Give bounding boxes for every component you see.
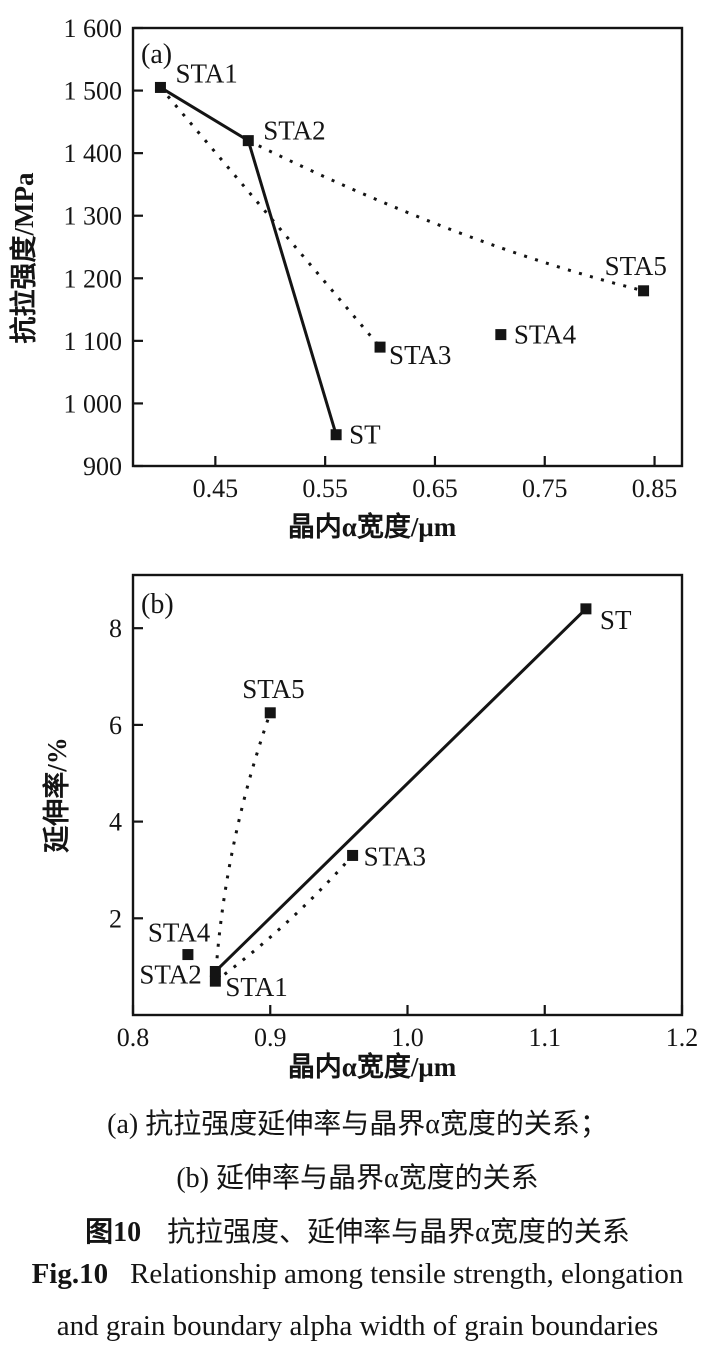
x-axis-title-b: 晶内α宽度/μm	[288, 1051, 457, 1082]
plot-box-b	[131, 573, 684, 1017]
caption-figure-en-line2: and grain boundary alpha width of grain …	[56, 1310, 659, 1342]
point-label-STA1-b: STA1	[225, 972, 287, 1002]
plot-box-a	[131, 26, 684, 468]
y-tick-label-a: 900	[83, 452, 122, 481]
point-label-STA4-a: STA4	[514, 320, 577, 350]
point-label-STA2-b: STA2	[139, 959, 201, 989]
x-tick-label-b: 1.1	[529, 1023, 562, 1052]
point-label-STA3-a: STA3	[389, 340, 451, 370]
point-label-STA3-b: STA3	[364, 841, 426, 871]
x-tick-label-a: 0.65	[412, 474, 458, 503]
caption-figure-cn: 图10 抗拉强度、延伸率与晶界α宽度的关系	[0, 1210, 715, 1250]
x-tick-label-b: 0.9	[254, 1023, 287, 1052]
x-tick-label-a: 0.85	[632, 474, 678, 503]
y-tick-label-a: 1 100	[64, 327, 123, 356]
series-dotted-a	[247, 139, 644, 293]
figure-number-cn: 图10	[85, 1217, 142, 1248]
y-tick-label-b: 8	[109, 614, 122, 643]
panel-label-a: (a)	[141, 39, 172, 70]
data-point-STA4-a	[495, 329, 507, 341]
data-point-STA5-a	[638, 285, 650, 297]
data-point-STA3-b	[347, 849, 359, 861]
x-tick-label-b: 1.0	[391, 1023, 424, 1052]
series-solid-b	[214, 607, 587, 973]
data-point-STA2-b	[209, 965, 221, 977]
x-tick-label-b: 0.8	[117, 1023, 150, 1052]
data-point-STA1-a	[154, 81, 166, 93]
y-tick-label-a: 1 600	[64, 14, 123, 43]
data-point-STA3-a	[374, 341, 386, 353]
y-tick-label-a: 1 400	[64, 139, 123, 168]
charts-canvas: 0.45 0.55 0.65 0.75 0.85 1 600 1 500 1 400 1 300…	[8, 14, 699, 1082]
data-point-ST-a	[330, 429, 342, 441]
data-point-STA2-a	[242, 135, 254, 147]
caption-figure-en-line1: Fig.10 Relationship among tensile strengt…	[0, 1258, 715, 1291]
caption-panel-b: (b) 延伸率与晶界α宽度的关系	[176, 1163, 539, 1194]
data-point-STA5-b	[264, 707, 276, 719]
x-tick-label-b: 1.2	[666, 1023, 699, 1052]
y-tick-label-a: 1 200	[64, 264, 123, 293]
x-tick-label-a: 0.75	[522, 474, 568, 503]
point-label-STA4-b: STA4	[148, 918, 211, 948]
point-label-STA5-b: STA5	[242, 674, 304, 704]
caption-panel-a: (a) 抗拉强度延伸率与晶界α宽度的关系；	[107, 1109, 608, 1140]
point-label-STA5-a: STA5	[605, 251, 667, 281]
x-axis-title-a: 晶内α宽度/μm	[288, 511, 457, 542]
y-tick-label-a: 1 000	[64, 389, 123, 418]
y-tick-label-b: 6	[109, 711, 122, 740]
data-point-ST-b	[580, 603, 592, 615]
figure-number-en: Fig.10	[31, 1258, 109, 1290]
point-label-ST-b: ST	[600, 605, 632, 635]
y-tick-label-a: 1 300	[64, 202, 123, 231]
y-tick-label-a: 1 500	[64, 77, 123, 106]
x-tick-label-a: 0.55	[302, 474, 348, 503]
data-point-STA1-b	[209, 975, 221, 987]
y-tick-label-b: 4	[109, 808, 122, 837]
point-label-STA1-a: STA1	[175, 58, 237, 88]
figure-title-en: Relationship among tensile strength, elo…	[130, 1258, 684, 1290]
series-dotted-b	[213, 712, 272, 982]
data-point-STA4-b	[182, 949, 194, 961]
y-axis-title-a: 抗拉强度/MPa	[8, 172, 39, 343]
series-dotted-b	[214, 854, 354, 983]
x-tick-label-a: 0.45	[193, 474, 239, 503]
panel-label-b: (b)	[141, 589, 174, 620]
figure-title-cn: 抗拉强度、延伸率与晶界α宽度的关系	[167, 1217, 630, 1248]
point-label-ST-a: ST	[349, 420, 381, 450]
point-label-STA2-a: STA2	[263, 116, 325, 146]
y-tick-label-b: 2	[109, 904, 122, 933]
y-axis-title-b: 延伸率/%	[41, 737, 72, 854]
